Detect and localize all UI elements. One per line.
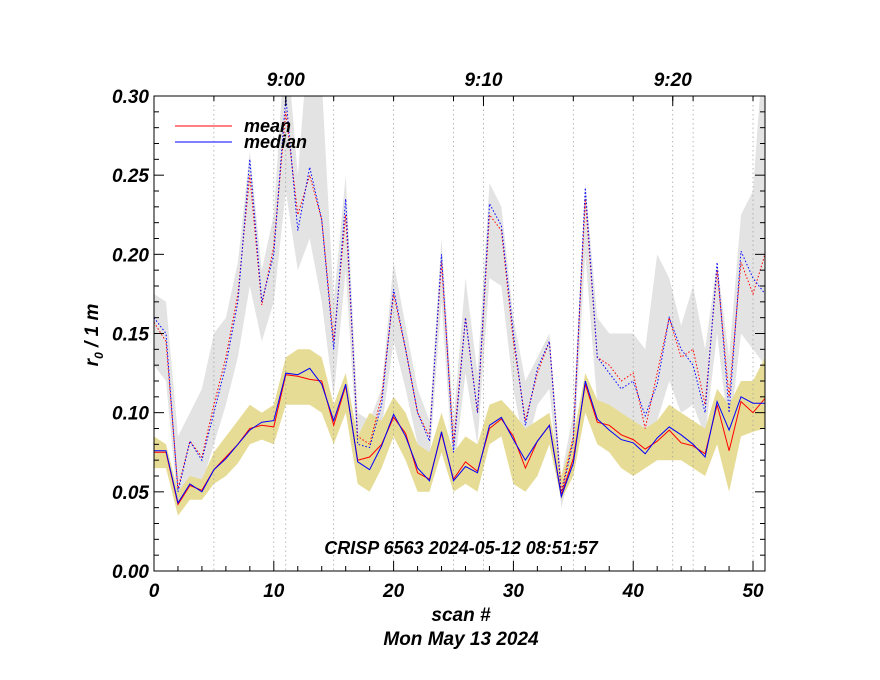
x-tick-label: 50	[742, 581, 764, 602]
ticks-layer	[153, 95, 765, 572]
series-high-median	[154, 96, 765, 496]
band-low-range	[154, 349, 765, 516]
y-axis-title-main: r	[82, 357, 103, 366]
legend-mean-label: mean	[244, 116, 291, 136]
band-high-range	[154, 96, 765, 508]
x-tick-label: 0	[149, 581, 160, 602]
y-axis-title-sub: 0	[92, 352, 106, 359]
annotation: CRISP 6563 2024-05-12 08:51:57	[324, 538, 599, 558]
x-axis-title: scan #	[431, 605, 491, 626]
y-tick-label: 0.25	[112, 166, 149, 187]
legend-median-label: median	[244, 132, 307, 152]
y-tick-label: 0.20	[112, 245, 149, 266]
labels-layer: 0 10 20 30 40 50 0.00 0.05 0.10 0.15 0.20 0.25 0.30 9…	[112, 70, 764, 602]
legend: mean median	[175, 116, 307, 152]
series-layer	[154, 96, 765, 506]
x-tick-label: 40	[622, 581, 645, 602]
x-tick-label: 30	[503, 581, 525, 602]
y-tick-label: 0.10	[112, 404, 149, 425]
series-low-median	[154, 367, 765, 505]
y-axis-title-tail: / 1 m	[82, 304, 103, 353]
series-low-mean	[154, 374, 765, 506]
series-high-mean	[154, 111, 765, 492]
y-tick-label: 0.00	[112, 562, 149, 583]
bands-layer	[154, 96, 765, 516]
time-tick-label: 9:00	[267, 70, 305, 91]
time-tick-label: 9:20	[654, 70, 692, 91]
y-tick-label: 0.15	[112, 325, 149, 346]
y-tick-label: 0.05	[112, 483, 149, 504]
time-tick-label: 9:10	[464, 70, 502, 91]
date-label: Mon May 13 2024	[383, 629, 539, 650]
x-tick-label: 20	[382, 581, 405, 602]
y-tick-label: 0.30	[112, 87, 149, 108]
y-axis-title: r0 / 1 m	[82, 304, 106, 367]
x-tick-label: 10	[263, 581, 285, 602]
